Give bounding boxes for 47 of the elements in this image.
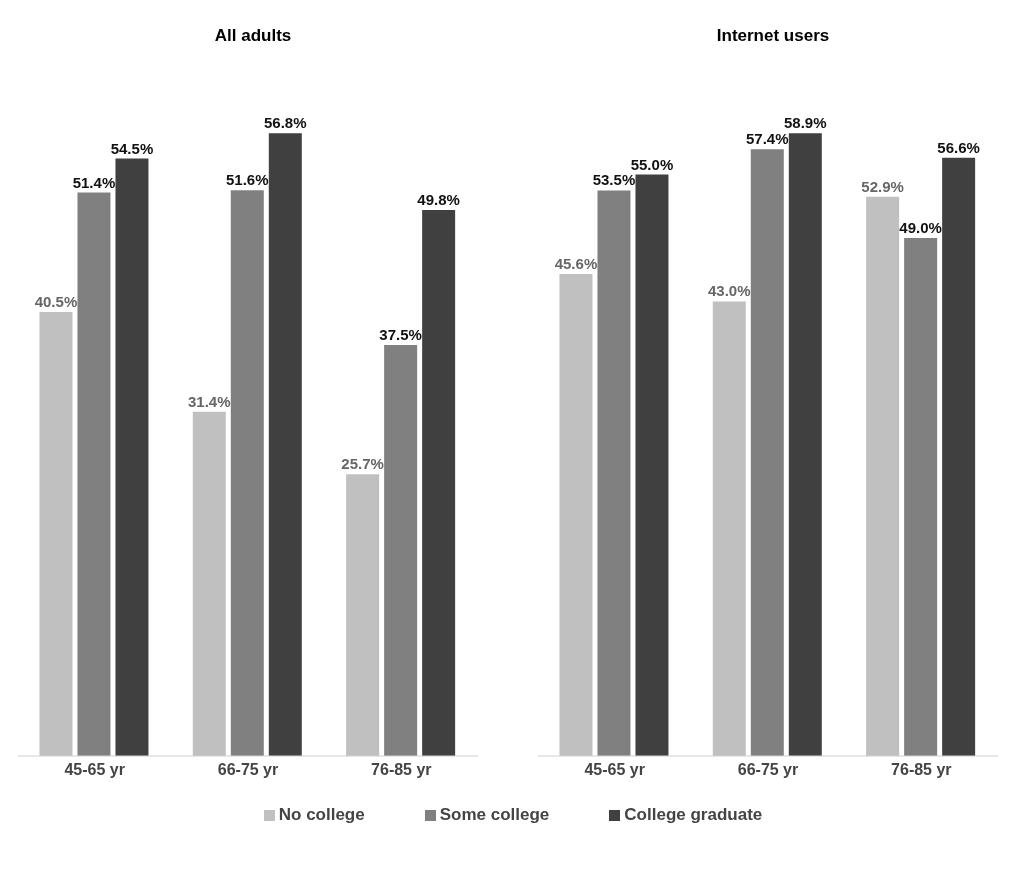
data-label: 51.6% — [226, 171, 269, 189]
x-tick-label: 76-85 yr — [371, 761, 432, 779]
x-tick-label: 45-65 yr — [584, 761, 645, 779]
data-label: 37.5% — [379, 325, 422, 343]
data-label: 53.5% — [592, 171, 636, 189]
x-tick-label: 76-85 yr — [891, 761, 952, 779]
data-label: 31.4% — [188, 392, 231, 410]
data-label: 57.4% — [746, 130, 789, 148]
bar — [635, 174, 669, 756]
bar — [77, 192, 111, 756]
bar — [559, 273, 593, 756]
bar — [866, 196, 900, 756]
bar — [712, 301, 746, 756]
data-label: 43.0% — [708, 282, 751, 300]
chart-title: Internet users — [715, 26, 831, 46]
data-label: 51.4% — [72, 173, 116, 191]
data-label: 40.5% — [34, 293, 78, 311]
bar — [597, 190, 631, 756]
legend-label: College graduate — [623, 805, 763, 825]
data-label: 25.7% — [341, 455, 384, 473]
bar — [346, 474, 380, 756]
bar — [422, 210, 456, 756]
chart-title: All adults — [213, 26, 293, 46]
data-label: 56.6% — [937, 138, 980, 156]
data-label: 45.6% — [554, 254, 598, 272]
bar — [942, 157, 976, 756]
bar — [115, 158, 149, 756]
data-label: 49.0% — [899, 219, 942, 237]
bar — [192, 411, 226, 756]
data-label: 52.9% — [861, 177, 904, 195]
data-label: 56.8% — [264, 114, 307, 132]
x-tick-label: 66-75 yr — [217, 761, 279, 779]
data-label: 54.5% — [110, 139, 154, 157]
data-label: 55.0% — [630, 155, 674, 173]
bar — [39, 312, 73, 756]
bar — [750, 149, 784, 756]
legend-label: Some college — [438, 805, 550, 825]
x-tick-label: 45-65 yr — [64, 761, 125, 779]
bar — [904, 238, 938, 756]
legend-label: No college — [277, 805, 365, 825]
x-tick-label: 66-75 yr — [737, 761, 799, 779]
bar — [230, 190, 264, 756]
bar — [788, 133, 822, 756]
data-label: 58.9% — [784, 114, 827, 132]
data-label: 49.8% — [417, 191, 460, 209]
bar — [268, 133, 302, 756]
bar — [384, 344, 418, 756]
